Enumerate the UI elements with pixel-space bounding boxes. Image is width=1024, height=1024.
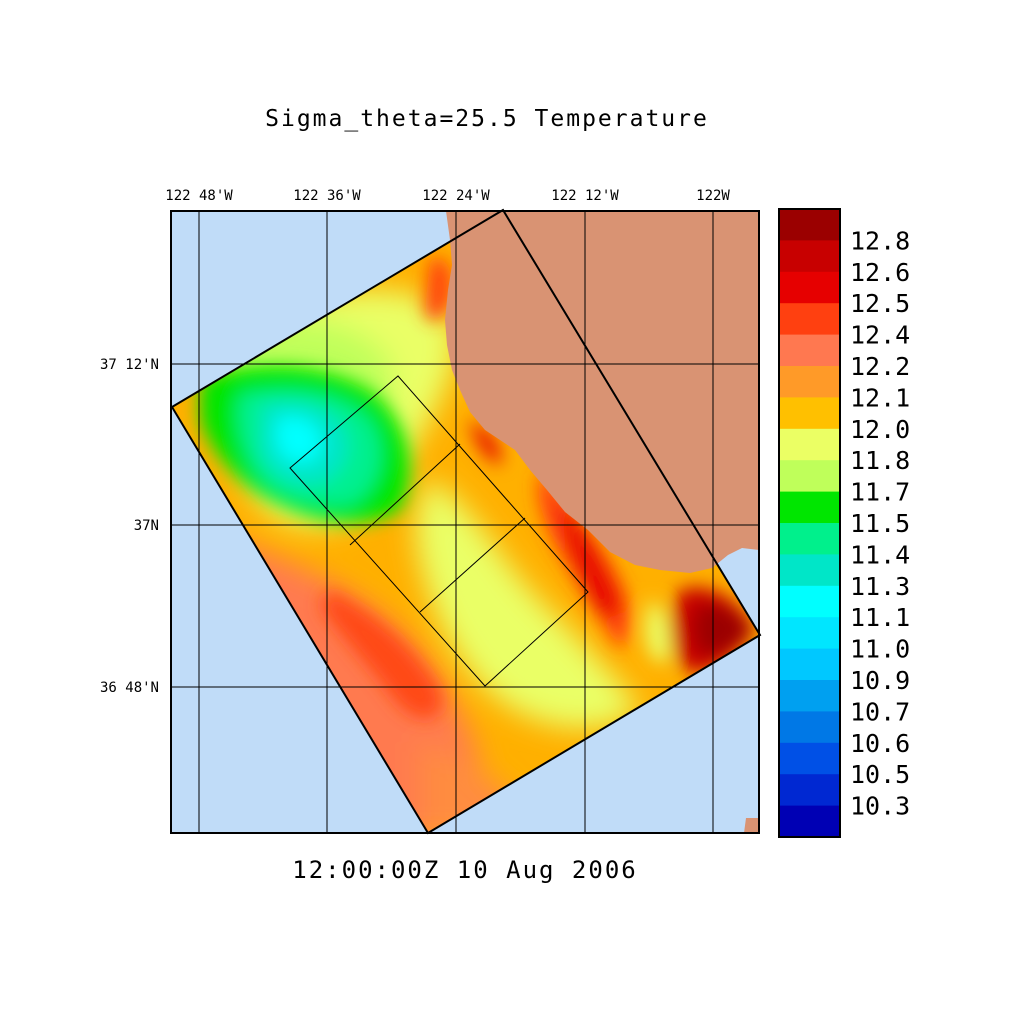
colorbar-label: 10.3: [850, 792, 910, 821]
colorbar-swatch: [779, 742, 840, 775]
colorbar-label: 11.8: [850, 446, 910, 475]
colorbar-swatch: [779, 805, 840, 838]
colorbar-label: 11.0: [850, 635, 910, 664]
colorbar-label: 10.9: [850, 666, 910, 695]
colorbar-label: 11.3: [850, 572, 910, 601]
plot-frame: [170, 210, 760, 834]
colorbar-swatch: [779, 648, 840, 681]
colorbar: 12.8 12.612.5 12.412.212.1 12.011.8 11.711.5…: [778, 208, 910, 838]
colorbar-label: 10.6: [850, 729, 910, 758]
graticule: [171, 211, 759, 833]
latitude-tick-labels: 37 12'N 37N 36 48'N: [100, 357, 159, 696]
colorbar-swatch: [779, 554, 840, 587]
lon-tick-label: 122 36'W: [293, 188, 361, 204]
colorbar-label: 10.7: [850, 697, 910, 726]
lon-tick-label: 122 24'W: [422, 188, 490, 204]
nested-grid-boxes: [289, 375, 589, 687]
colorbar-swatch: [779, 585, 840, 618]
colorbar-label: 12.1: [850, 383, 910, 412]
colorbar-swatch: [779, 680, 840, 712]
colorbar-label: 12.2: [850, 352, 910, 381]
colorbar-swatch: [779, 428, 840, 461]
colorbar-label: 12.6: [850, 258, 910, 287]
colorbar-swatch: [779, 303, 840, 336]
lon-tick-label: 122 12'W: [551, 188, 619, 204]
lat-tick-label: 36 48'N: [100, 680, 159, 696]
colorbar-label: 12.0: [850, 415, 910, 444]
colorbar-label: 12.8: [850, 226, 910, 255]
lat-tick-label: 37 12'N: [100, 357, 159, 373]
colorbar-label: 12.4: [850, 321, 910, 350]
colorbar-swatch: [779, 617, 840, 650]
colorbar-label: 11.4: [850, 540, 910, 569]
colorbar-swatch: [779, 711, 840, 744]
lat-tick-label: 37N: [134, 518, 159, 534]
colorbar-swatch: [779, 523, 840, 555]
lon-tick-label: 122 48'W: [165, 188, 233, 204]
colorbar-swatch: [779, 240, 840, 273]
land-area-southeast: [744, 818, 759, 833]
colorbar-swatch: [779, 209, 840, 241]
colorbar-label: 12.5: [850, 289, 910, 318]
colorbar-swatch: [779, 397, 840, 430]
colorbar-swatch: [779, 491, 840, 524]
timestamp-label: 12:00:00Z 10 Aug 2006: [292, 856, 638, 884]
colorbar-swatch: [779, 334, 840, 367]
colorbar-swatch: [779, 271, 840, 304]
lon-tick-label: 122W: [696, 188, 730, 204]
colorbar-label: 11.1: [850, 603, 910, 632]
map-title: Sigma_theta=25.5 Temperature: [265, 106, 709, 132]
colorbar-frame: [778, 208, 841, 838]
colorbar-label: 10.5: [850, 760, 910, 789]
colorbar-label: 11.5: [850, 509, 910, 538]
land-area: [445, 211, 759, 573]
colorbar-swatch: [779, 366, 840, 398]
longitude-tick-labels: 122 48'W 122 36'W 122 24'W 122 12'W 122W: [165, 188, 730, 204]
colorbar-swatch: [779, 460, 840, 493]
colorbar-label: 11.7: [850, 478, 910, 507]
colorbar-swatch: [779, 774, 840, 807]
